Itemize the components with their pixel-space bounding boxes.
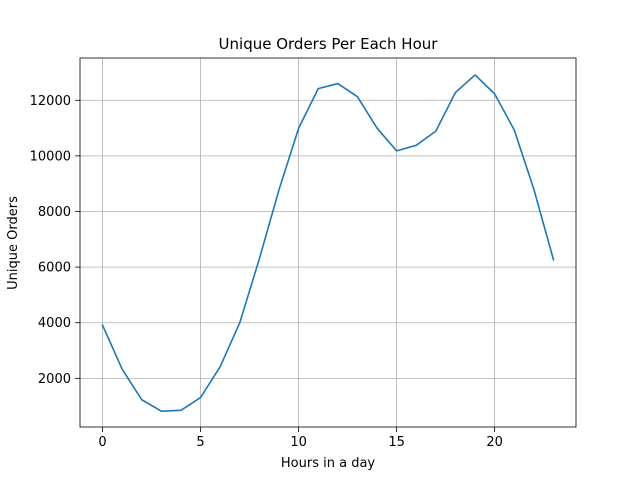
- x-tick-label: 20: [486, 435, 503, 450]
- x-tick-label: 5: [196, 435, 204, 450]
- y-tick-label: 4000: [38, 316, 71, 331]
- y-axis-label: Unique Orders: [6, 196, 21, 290]
- x-tick-label: 10: [290, 435, 307, 450]
- series-line: [101, 74, 555, 412]
- plot-frame: [79, 57, 577, 428]
- y-tick-label: 2000: [38, 372, 71, 387]
- x-axis-label: Hours in a day: [281, 456, 376, 471]
- axes-layer: 0 5 10 15 20 2000 4000 6000 8000 10000 12000: [30, 57, 577, 450]
- y-tick-label: 6000: [38, 261, 71, 276]
- y-tick-label: 12000: [30, 94, 71, 109]
- y-tick-label: 10000: [30, 149, 71, 164]
- grid-layer: [80, 58, 576, 427]
- x-tick-label: 15: [388, 435, 405, 450]
- series-layer: [101, 74, 555, 412]
- x-tick-label: 0: [98, 435, 106, 450]
- y-tick-label: 8000: [38, 205, 71, 220]
- chart-title: Unique Orders Per Each Hour: [219, 35, 439, 53]
